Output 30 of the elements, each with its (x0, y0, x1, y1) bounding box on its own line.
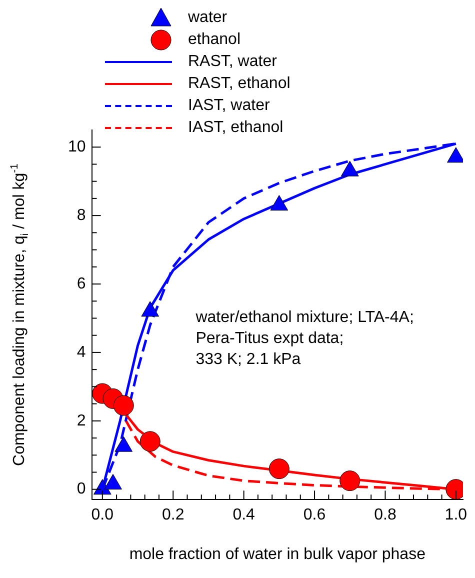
legend-label: RAST, water (188, 53, 277, 71)
x-tick-label: 0.0 (91, 506, 114, 524)
annotation: Pera-Titus expt data; (196, 330, 344, 348)
y-axis-title: Component loading in mixture, qi / mol kg-1 (10, 163, 31, 466)
y-tick-label: 10 (68, 138, 86, 156)
y-tick-label: 0 (76, 480, 86, 498)
annotation: 333 K; 2.1 kPa (196, 351, 301, 368)
y-tick-label: 6 (76, 275, 86, 292)
point (270, 195, 288, 211)
x-axis-title: mole fraction of water in bulk vapor phase (129, 546, 426, 563)
point (340, 470, 360, 492)
legend-label: IAST, water (188, 97, 270, 115)
legend-label: water (188, 9, 228, 27)
y-tick-label: 2 (76, 412, 86, 430)
point (141, 301, 160, 317)
legend-label: IAST, ethanol (188, 119, 284, 137)
legend-label: ethanol (188, 31, 240, 49)
y-tick-label: 8 (76, 206, 86, 224)
point (140, 431, 160, 452)
y-tick-label: 4 (76, 344, 86, 361)
x-tick-label: 0.8 (374, 506, 396, 524)
point (113, 395, 134, 416)
x-tick-label: 0.4 (232, 506, 256, 524)
legend-label: RAST, ethanol (188, 75, 290, 93)
point (268, 458, 290, 480)
x-tick-label: 1.0 (444, 506, 468, 524)
point (340, 160, 359, 176)
annotation: water/ethanol mixture; LTA-4A; (194, 309, 414, 326)
x-tick-label: 0.6 (303, 506, 326, 524)
x-tick-label: 0.2 (162, 506, 184, 524)
